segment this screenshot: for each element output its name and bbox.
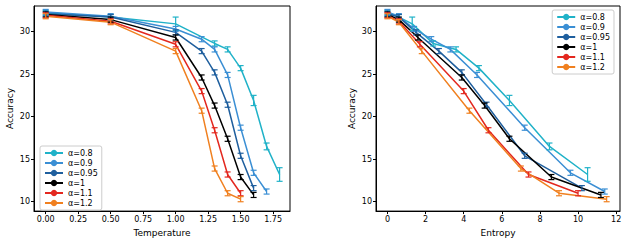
svg-text:1.25: 1.25 <box>199 215 217 224</box>
svg-text:Temperature: Temperature <box>132 228 190 238</box>
svg-text:0.50: 0.50 <box>102 215 120 224</box>
svg-text:25: 25 <box>20 70 30 79</box>
svg-text:α=1: α=1 <box>68 179 85 188</box>
svg-text:0.75: 0.75 <box>134 215 152 224</box>
svg-text:15: 15 <box>362 155 372 164</box>
svg-text:Accuracy: Accuracy <box>5 87 15 129</box>
svg-text:20: 20 <box>20 112 30 121</box>
svg-text:8: 8 <box>537 215 542 224</box>
svg-text:Accuracy: Accuracy <box>347 87 357 129</box>
svg-text:α=1.1: α=1.1 <box>580 53 605 62</box>
svg-text:α=0.95: α=0.95 <box>68 169 98 178</box>
svg-text:6: 6 <box>499 215 504 224</box>
svg-text:15: 15 <box>20 155 30 164</box>
svg-text:25: 25 <box>362 70 372 79</box>
svg-text:α=0.8: α=0.8 <box>580 13 605 22</box>
svg-text:2: 2 <box>423 215 428 224</box>
svg-text:α=1: α=1 <box>580 43 597 52</box>
svg-text:α=0.95: α=0.95 <box>580 33 610 42</box>
svg-text:0.25: 0.25 <box>69 215 87 224</box>
svg-text:10: 10 <box>573 215 583 224</box>
svg-text:20: 20 <box>362 112 372 121</box>
svg-text:1.75: 1.75 <box>264 215 282 224</box>
svg-text:4: 4 <box>461 215 466 224</box>
svg-text:0: 0 <box>385 215 390 224</box>
svg-text:α=1.2: α=1.2 <box>580 63 605 72</box>
svg-text:30: 30 <box>20 27 30 36</box>
svg-text:10: 10 <box>362 197 372 206</box>
svg-text:Entropy: Entropy <box>481 228 517 238</box>
svg-text:α=0.9: α=0.9 <box>580 23 605 32</box>
svg-text:1.50: 1.50 <box>232 215 250 224</box>
svg-text:α=1.2: α=1.2 <box>68 199 93 208</box>
svg-text:10: 10 <box>20 197 30 206</box>
svg-text:α=0.9: α=0.9 <box>68 159 93 168</box>
svg-text:α=0.8: α=0.8 <box>68 149 93 158</box>
svg-text:0.00: 0.00 <box>37 215 55 224</box>
svg-text:30: 30 <box>362 27 372 36</box>
svg-text:1.00: 1.00 <box>167 215 185 224</box>
svg-text:α=1.1: α=1.1 <box>68 189 93 198</box>
svg-text:12: 12 <box>611 215 621 224</box>
